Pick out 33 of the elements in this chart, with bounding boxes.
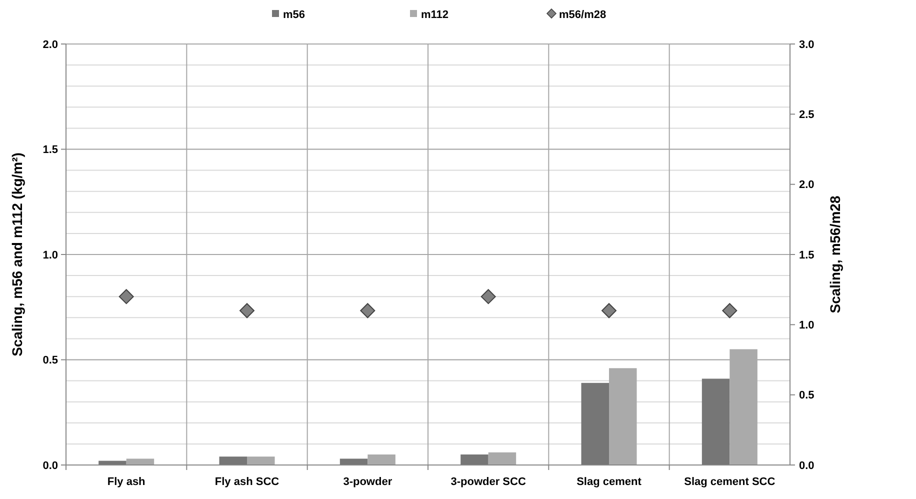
x-tick-label: 3-powder SCC [450, 476, 526, 488]
bar [368, 454, 396, 465]
y2-tick-label: 0.5 [799, 390, 814, 402]
y-tick-label: 2.0 [42, 38, 58, 51]
bar [581, 382, 609, 465]
x-tick-label: Fly ash SCC [214, 476, 280, 488]
y-tick-label: 0.0 [42, 460, 58, 472]
legend-label: m56/m28 [559, 9, 606, 21]
y-axis-title: Scaling, m56 and m112 (kg/m²) [9, 152, 25, 356]
y2-tick-label: 1.0 [799, 320, 814, 332]
x-tick-label: Slag cement [576, 476, 642, 488]
y2-tick-label: 1.5 [799, 249, 814, 262]
bar [460, 454, 488, 465]
legend-label: m56 [283, 9, 306, 21]
y2-tick-label: 0.0 [799, 460, 814, 472]
legend-label: m112 [421, 9, 449, 21]
y2-tick-label: 2.0 [799, 179, 814, 192]
bar [702, 378, 730, 465]
y2-axis-title: Scaling, m56/m28 [827, 196, 843, 314]
bar [247, 456, 275, 465]
x-tick-label: Fly ash [107, 476, 146, 488]
y-tick-label: 1.0 [42, 249, 58, 262]
x-tick-label: 3-powder [343, 476, 393, 488]
y-tick-label: 1.5 [42, 144, 58, 156]
bar [126, 458, 154, 465]
y-tick-label: 0.5 [42, 354, 58, 367]
bar [488, 452, 516, 465]
y2-tick-label: 2.5 [799, 109, 814, 122]
x-tick-label: Slag cement SCC [684, 476, 776, 488]
bar [219, 456, 247, 465]
bar [340, 458, 368, 465]
bar [609, 368, 637, 465]
y2-tick-label: 3.0 [799, 38, 814, 51]
